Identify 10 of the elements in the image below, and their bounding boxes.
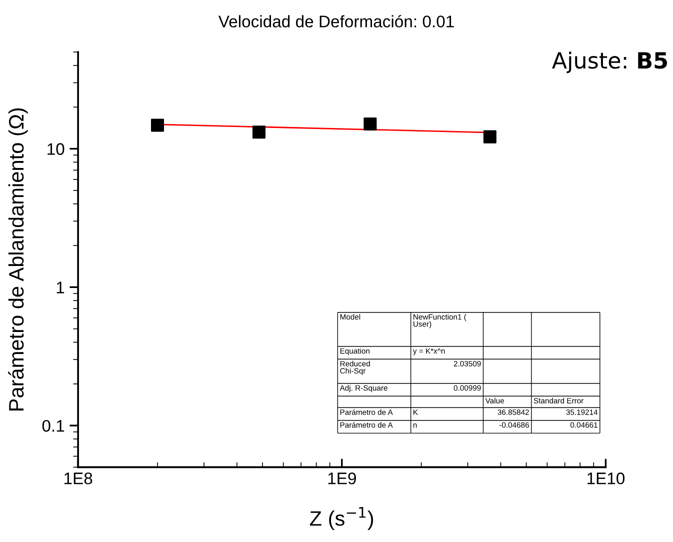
y-tick-label: 10 bbox=[48, 143, 64, 155]
y-tick-label: 1 bbox=[56, 282, 64, 294]
x-tick-label: 1E10 bbox=[588, 472, 625, 484]
x-axis-title: Z (s$^{−1}$) bbox=[310, 507, 374, 530]
x-tick-label: 1E9 bbox=[328, 472, 356, 484]
y-tick-label: 0.1 bbox=[42, 420, 64, 432]
y-axis-title: Parámetro de Ablandamiento (Ω) bbox=[8, 108, 28, 410]
x-tick-label: 1E8 bbox=[64, 472, 92, 484]
chart-title: Velocidad de Deformación: 0.01 bbox=[218, 14, 454, 28]
annotation: Ajuste: B5 bbox=[552, 52, 667, 74]
